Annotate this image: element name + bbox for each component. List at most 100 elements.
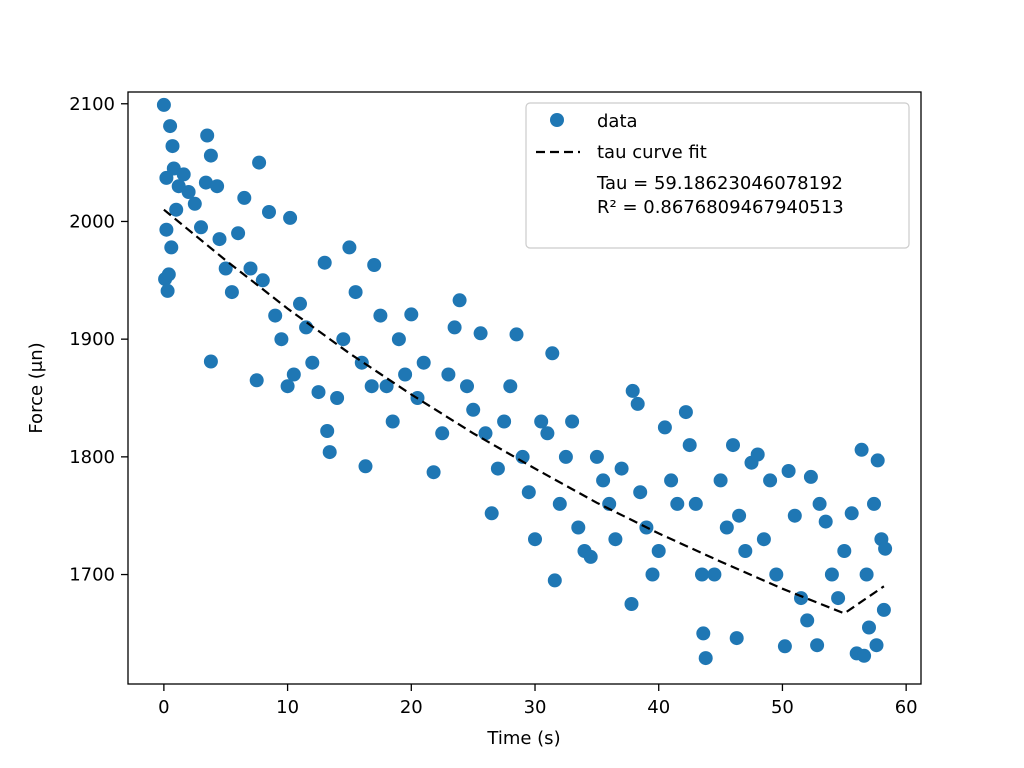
data-point xyxy=(274,332,289,347)
data-point xyxy=(645,567,660,582)
data-point xyxy=(484,506,499,521)
data-point xyxy=(824,567,839,582)
y-tick-label: 1800 xyxy=(69,447,115,468)
data-point xyxy=(521,485,536,500)
data-point xyxy=(803,469,818,484)
data-point xyxy=(729,631,744,646)
data-point xyxy=(243,261,258,276)
x-tick-label: 30 xyxy=(524,697,547,718)
data-point xyxy=(159,170,174,185)
x-tick-label: 60 xyxy=(895,697,918,718)
data-point xyxy=(777,639,792,654)
data-point xyxy=(540,426,555,441)
x-tick-label: 40 xyxy=(647,697,670,718)
data-point xyxy=(203,148,218,163)
data-point xyxy=(688,496,703,511)
data-point xyxy=(441,367,456,382)
data-point xyxy=(726,438,740,453)
data-point xyxy=(416,355,431,370)
data-point xyxy=(336,332,351,347)
data-point xyxy=(552,496,567,511)
x-axis-label: Time (s) xyxy=(486,728,560,749)
data-point xyxy=(732,508,747,523)
data-point xyxy=(364,379,379,394)
data-point xyxy=(224,285,239,300)
data-point xyxy=(756,532,771,547)
data-point xyxy=(391,332,406,347)
data-point xyxy=(490,461,505,476)
data-point xyxy=(286,367,301,382)
data-point xyxy=(435,426,450,441)
data-point xyxy=(854,442,869,457)
data-point xyxy=(608,532,623,547)
data-point xyxy=(844,506,859,521)
data-point xyxy=(528,532,542,547)
data-point xyxy=(255,273,270,288)
data-point xyxy=(460,379,474,394)
data-point xyxy=(379,379,394,394)
data-point xyxy=(867,496,881,511)
data-point xyxy=(280,379,295,394)
y-tick-label: 2100 xyxy=(69,94,115,115)
data-point xyxy=(682,438,697,453)
data-point xyxy=(262,205,276,219)
data-point xyxy=(633,485,648,500)
data-point xyxy=(800,613,815,628)
data-point xyxy=(625,383,640,398)
data-point xyxy=(696,626,711,641)
data-point xyxy=(342,240,357,255)
data-point xyxy=(664,473,679,488)
data-point xyxy=(698,651,713,666)
data-point xyxy=(781,464,796,478)
data-point xyxy=(478,426,493,441)
data-point xyxy=(857,648,872,663)
data-point xyxy=(876,602,891,617)
x-tick-label: 10 xyxy=(276,697,299,718)
data-point xyxy=(763,473,778,488)
data-point xyxy=(473,326,488,341)
data-point xyxy=(678,405,693,420)
data-point xyxy=(707,567,722,582)
data-point xyxy=(859,567,874,582)
data-point xyxy=(447,320,462,335)
data-point xyxy=(231,226,246,241)
x-tick-label: 50 xyxy=(771,697,794,718)
data-point xyxy=(320,424,335,438)
data-point xyxy=(169,202,184,217)
tau-curve-fit-line xyxy=(163,208,885,615)
x-axis-ticks: 0 10 20 30 40 50 60 xyxy=(158,684,918,718)
data-point xyxy=(670,496,685,511)
data-point xyxy=(497,414,512,429)
legend-data-marker xyxy=(550,113,564,127)
data-point xyxy=(160,283,175,298)
data-point xyxy=(249,373,264,388)
data-point xyxy=(283,210,298,225)
data-point xyxy=(565,414,580,429)
legend-r2-annotation: R² = 0.8676809467940513 xyxy=(597,197,844,218)
data-point xyxy=(583,549,598,564)
data-point xyxy=(164,240,179,255)
y-tick-label: 1700 xyxy=(69,565,115,586)
data-point xyxy=(311,385,326,400)
y-axis-ticks: 1700 1800 1900 2000 2100 xyxy=(69,94,128,586)
data-point xyxy=(322,445,337,460)
legend-tau-annotation: Tau = 59.18623046078192 xyxy=(596,173,843,194)
data-point xyxy=(571,520,586,535)
data-point xyxy=(358,459,373,474)
data-point xyxy=(367,258,382,272)
data-point xyxy=(558,449,573,464)
data-point xyxy=(719,520,734,535)
x-tick-label: 20 xyxy=(400,697,423,718)
data-point xyxy=(769,567,784,582)
data-point xyxy=(870,453,885,468)
data-point xyxy=(818,514,833,529)
legend: data tau curve fit Tau = 59.186230460781… xyxy=(525,102,910,249)
x-tick-label: 0 xyxy=(158,697,169,718)
data-point xyxy=(348,285,363,300)
data-point xyxy=(750,447,765,462)
data-point xyxy=(651,544,666,558)
data-point xyxy=(596,473,611,488)
data-point xyxy=(373,308,388,323)
data-point xyxy=(194,220,208,235)
